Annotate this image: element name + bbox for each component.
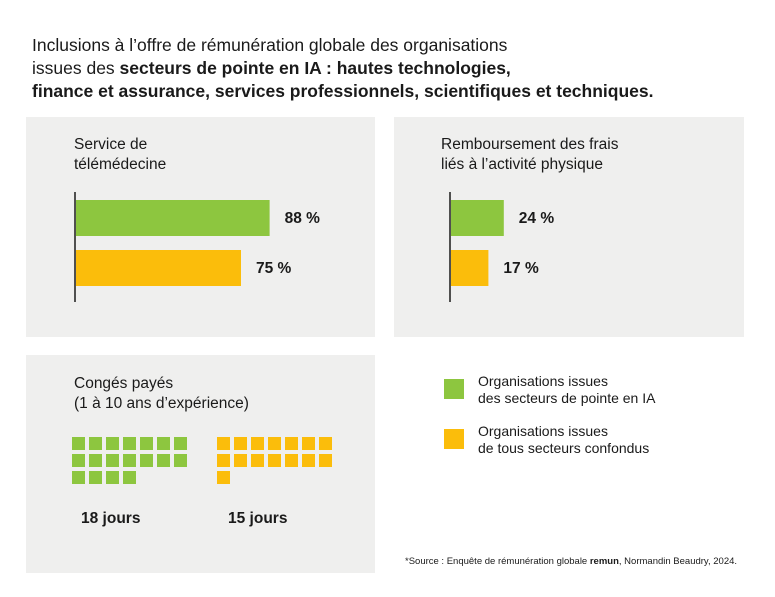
panel-conges-title: Congés payés (1 à 10 ans d’expérience) [74,374,249,414]
panel-title-line: télémédecine [74,156,167,173]
legend-label-line: des secteurs de pointe en IA [478,390,656,406]
day-square [319,437,332,450]
source-prefix: *Source : Enquête de rémunération global… [405,556,590,567]
panel-title-line: (1 à 10 ans d’expérience) [74,395,249,412]
legend-swatch-green [444,379,464,399]
all-sectors-bar [76,250,241,286]
panel-remboursement: Remboursement des frais liés à l’activit… [394,117,744,337]
source-suffix: , Normandin Beaudry, 2024. [618,556,738,567]
title-line-2: issues des secteurs de pointe en IA : ha… [32,57,762,80]
title-line-1: Inclusions à l’offre de rémunération glo… [32,35,508,55]
panel-title-line: liés à l’activité physique [441,156,603,173]
ai-sectors-bar [76,200,270,236]
day-square [174,437,187,450]
day-square [157,454,170,467]
day-square [89,454,102,467]
title-line-3: finance et assurance, services professio… [32,80,762,103]
ai-sectors-bar [451,200,504,236]
legend-label: Organisations issues de tous secteurs co… [478,423,649,457]
day-square [157,437,170,450]
day-square [89,437,102,450]
day-square [140,454,153,467]
legend-label-line: de tous secteurs confondus [478,440,650,456]
infographic-title: Inclusions à l’offre de rémunération glo… [32,34,762,103]
panel-title-line: Congés payés [74,375,174,392]
bar-value-label: 17 % [503,260,539,277]
legend-label: Organisations issues des secteurs de poi… [478,373,655,407]
bar-value-label: 88 % [285,210,321,227]
day-square [123,454,136,467]
day-square [251,454,264,467]
day-square [174,454,187,467]
legend-label-line: Organisations issues [478,373,608,389]
day-square [234,437,247,450]
remboursement-bar-chart: 24 % 17 % [449,192,555,302]
legend-swatch-yellow [444,429,464,449]
title-line-2-bold: secteurs de pointe en IA : hautes techno… [119,58,511,78]
day-square [285,454,298,467]
day-square [302,437,315,450]
panel-remboursement-title: Remboursement des frais liés à l’activit… [441,135,618,175]
day-square [302,454,315,467]
source-brand: remun [589,556,619,567]
day-square [319,454,332,467]
day-square [72,437,85,450]
ai-days-pictogram [72,437,187,484]
day-square [234,454,247,467]
day-square [140,437,153,450]
day-square [72,471,85,484]
title-line-2-prefix: issues des [32,58,120,78]
day-square [268,454,281,467]
day-square [106,471,119,484]
panel-title-line: Remboursement des frais [441,136,619,153]
day-square [217,437,230,450]
day-square [251,437,264,450]
legend-label-line: Organisations issues [478,423,608,439]
panel-conges-payes: Congés payés (1 à 10 ans d’expérience) 1… [26,355,375,573]
day-square [285,437,298,450]
bar-value-label: 24 % [519,210,555,227]
legend: Organisations issues des secteurs de poi… [444,373,744,473]
all-days-pictogram [217,437,332,484]
title-line-3-bold: finance et assurance, services professio… [32,81,654,101]
day-square [217,471,230,484]
panel-title-line: Service de [74,136,148,153]
day-square [72,454,85,467]
day-square [106,437,119,450]
legend-item-ai-sectors: Organisations issues des secteurs de poi… [444,373,744,423]
day-square [268,437,281,450]
all-days-label: 15 jours [228,510,288,527]
source-note: *Source : Enquête de rémunération global… [405,556,737,567]
legend-item-all-sectors: Organisations issues de tous secteurs co… [444,423,744,473]
day-square [106,454,119,467]
day-square [217,454,230,467]
day-square [123,471,136,484]
panel-telemedecine-title: Service de télémédecine [74,135,166,175]
bar-value-label: 75 % [256,260,292,277]
telemedecine-bar-chart: 88 % 75 % [74,192,321,302]
panel-telemedecine: Service de télémédecine 88 % 75 % [26,117,375,337]
day-square [89,471,102,484]
all-sectors-bar [451,250,489,286]
ai-days-label: 18 jours [81,510,141,527]
day-square [123,437,136,450]
